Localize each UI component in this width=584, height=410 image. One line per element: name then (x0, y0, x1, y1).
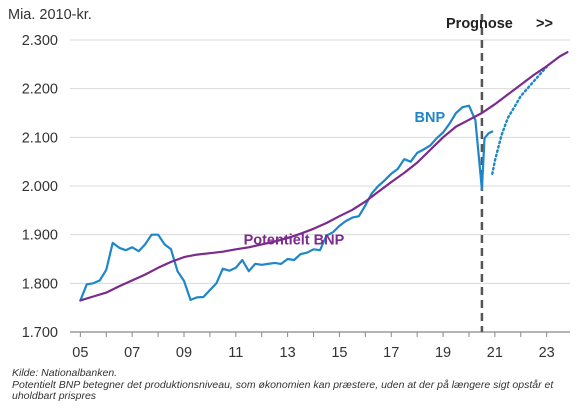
x-tick-label: 09 (176, 345, 192, 361)
y-tick-label: 2.100 (22, 130, 58, 146)
forecast-header: Prognose >> (446, 16, 553, 32)
forecast-label: Prognose (446, 16, 513, 32)
x-axis (70, 331, 570, 337)
y-tick-label: 2.000 (22, 179, 58, 195)
x-axis-ticks: 05 07 09 11 13 15 17 19 21 23 (72, 345, 554, 361)
forecast-arrows: >> (536, 16, 553, 32)
series-label: Potentielt BNP (244, 232, 345, 248)
y-tick-label: 2.300 (22, 33, 58, 49)
series-lines (79, 51, 569, 302)
y-unit-label: Mia. 2010-kr. (8, 7, 92, 23)
x-tick-label: 07 (124, 345, 140, 361)
y-tick-label: 1.800 (22, 276, 58, 292)
y-tick-label: 2.200 (22, 82, 58, 98)
y-tick-label: 1.700 (22, 325, 58, 341)
x-tick-label: 19 (435, 345, 451, 361)
series-labels: BNP Potentielt BNP (244, 110, 446, 248)
y-tick-label: 1.900 (22, 228, 58, 244)
series-bnp-prognose (491, 65, 548, 176)
source-note: Kilde: Nationalbanken. (12, 367, 118, 379)
x-tick-label: 23 (539, 345, 555, 361)
series-bnp (79, 104, 483, 302)
x-tick-label: 05 (72, 345, 88, 361)
x-tick-label: 21 (487, 345, 503, 361)
x-tick-label: 11 (228, 345, 243, 361)
footnote: Potentielt BNP betegner det produktionsn… (12, 379, 554, 402)
y-axis-ticks: 1.700 1.800 1.900 2.000 2.100 2.200 2.300 (22, 33, 58, 341)
x-tick-label: 13 (280, 345, 296, 361)
x-tick-label: 17 (383, 345, 399, 361)
series-bnp-tilbagekomst (480, 130, 494, 191)
series-label: BNP (415, 110, 446, 126)
x-tick-label: 15 (331, 345, 347, 361)
series-potentielt-bnp (79, 51, 569, 302)
